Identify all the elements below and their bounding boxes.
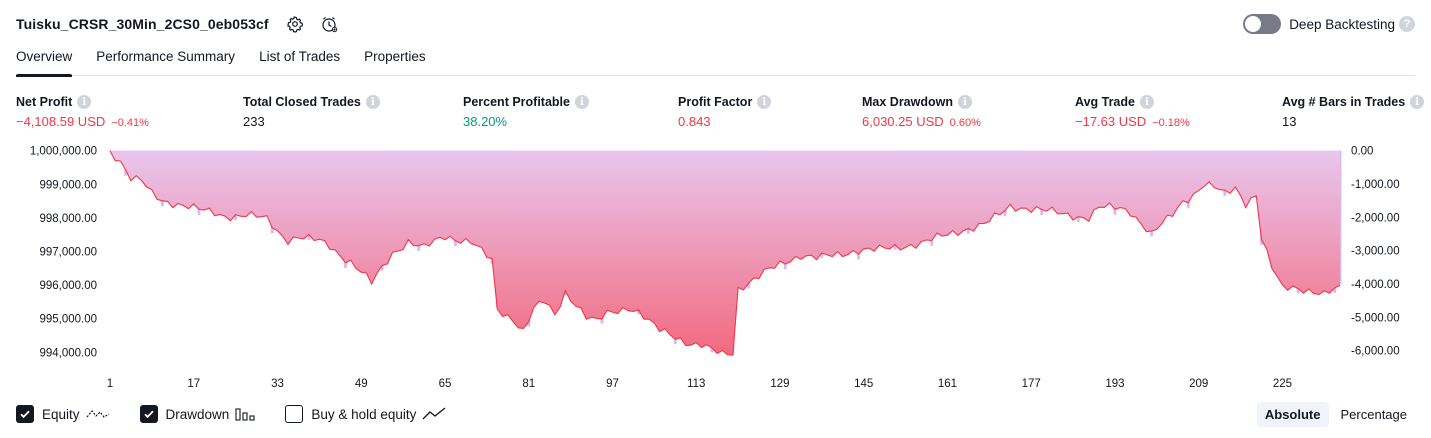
equity-drawdown-chart[interactable]: 1,000,000.00 999,000.00 998,000.00 997,000.… <box>0 140 1431 395</box>
info-icon[interactable]: i <box>1139 95 1154 109</box>
toggle-knob <box>1245 16 1262 32</box>
equity-line-icon <box>86 407 110 421</box>
right-axis-tick: -3,000.00 <box>1351 246 1400 258</box>
metric-value: 6,030.25 USD <box>862 114 944 129</box>
tab-performance-summary[interactable]: Performance Summary <box>96 49 236 64</box>
legend-equity[interactable]: Equity <box>16 405 110 423</box>
right-axis-tick: -5,000.00 <box>1351 312 1400 324</box>
left-axis-tick: 995,000.00 <box>39 314 97 326</box>
x-axis-tick: 65 <box>439 378 452 390</box>
deep-backtesting-control: Deep Backtesting ? <box>1243 14 1415 34</box>
metric-percent-profitable: Percent Profitable i 38.20% <box>463 94 589 129</box>
metric-label: Avg Trade <box>1075 95 1135 109</box>
x-axis: 1 17 33 49 65 81 97 113 129 145 161 177 193 209 225 <box>107 378 1292 390</box>
x-axis-tick: 209 <box>1189 378 1208 390</box>
chart-legend: Equity Drawdown Buy & hold equity Absolu… <box>16 401 1415 427</box>
left-axis-tick: 1,000,000.00 <box>30 146 97 158</box>
metric-value: 0.843 <box>678 114 711 129</box>
right-axis-tick: 0.00 <box>1351 146 1373 158</box>
info-icon[interactable]: i <box>365 95 380 109</box>
info-icon[interactable]: i <box>1410 95 1425 109</box>
metric-value: −17.63 USD <box>1075 114 1147 129</box>
x-axis-tick: 145 <box>854 378 873 390</box>
metric-net-profit: Net Profit i −4,108.59 USD −0.41% <box>16 94 149 129</box>
right-axis-tick: -4,000.00 <box>1351 279 1400 291</box>
x-axis-tick: 49 <box>355 378 368 390</box>
help-icon[interactable]: ? <box>1399 16 1415 32</box>
left-axis-tick: 994,000.00 <box>39 347 97 359</box>
x-axis-tick: 177 <box>1022 378 1041 390</box>
buy-hold-checkbox[interactable] <box>285 405 304 423</box>
metric-label: Net Profit <box>16 95 73 109</box>
tab-overview[interactable]: Overview <box>16 44 73 77</box>
left-axis-tick: 998,000.00 <box>39 213 97 225</box>
x-axis-tick: 81 <box>522 378 535 390</box>
right-axis-tick: -1,000.00 <box>1351 179 1400 191</box>
metric-label: Max Drawdown <box>862 95 953 109</box>
metric-value: 13 <box>1282 114 1297 129</box>
metric-avg-bars-in-trades: Avg # Bars in Trades i 13 <box>1282 94 1425 129</box>
buy-hold-label: Buy & hold equity <box>311 406 417 422</box>
info-icon[interactable]: i <box>757 95 772 109</box>
scale-mode-group: Absolute Percentage <box>1253 401 1415 427</box>
drawdown-label: Drawdown <box>165 406 230 422</box>
x-axis-tick: 113 <box>687 378 705 390</box>
x-axis-tick: 193 <box>1105 378 1124 390</box>
x-axis-tick: 129 <box>770 378 789 390</box>
metric-value: −4,108.59 USD <box>16 114 106 129</box>
x-axis-tick: 1 <box>107 378 113 390</box>
bar-chart-icon <box>235 407 255 421</box>
metric-label: Total Closed Trades <box>243 95 361 109</box>
absolute-button[interactable]: Absolute <box>1256 401 1329 427</box>
percentage-button[interactable]: Percentage <box>1340 406 1408 422</box>
drawdown-checkbox[interactable] <box>139 405 158 423</box>
metric-value: 233 <box>243 114 265 129</box>
equity-label: Equity <box>42 406 80 422</box>
metric-total-closed-trades: Total Closed Trades i 233 <box>243 94 380 129</box>
x-axis-tick: 33 <box>271 378 284 390</box>
deep-backtesting-toggle[interactable] <box>1243 14 1282 34</box>
left-axis-tick: 997,000.00 <box>39 246 97 258</box>
x-axis-tick: 161 <box>938 378 957 390</box>
metric-label: Percent Profitable <box>463 95 570 109</box>
strategy-title: Tuisku_CRSR_30Min_2CS0_0eb053cf <box>16 16 269 32</box>
deep-backtesting-label: Deep Backtesting <box>1289 16 1395 32</box>
metric-percent: 0.60% <box>949 117 981 129</box>
metric-profit-factor: Profit Factor i 0.843 <box>678 94 772 129</box>
info-icon[interactable]: i <box>958 95 972 109</box>
metric-label: Profit Factor <box>678 95 753 109</box>
x-axis-tick: 97 <box>606 378 619 390</box>
info-icon[interactable]: i <box>574 95 589 109</box>
left-axis-tick: 999,000.00 <box>39 179 97 191</box>
right-axis-tick: -6,000.00 <box>1351 346 1400 358</box>
metric-label: Avg # Bars in Trades <box>1282 95 1406 109</box>
legend-drawdown[interactable]: Drawdown <box>139 405 256 423</box>
x-axis-tick: 225 <box>1273 378 1292 390</box>
metric-max-drawdown: Max Drawdown i 6,030.25 USD 0.60% <box>862 94 981 129</box>
tab-list-of-trades[interactable]: List of Trades <box>259 49 341 64</box>
left-axis-tick: 996,000.00 <box>39 280 97 292</box>
settings-icon[interactable] <box>283 12 307 36</box>
equity-line <box>109 150 1341 356</box>
metric-avg-trade: Avg Trade i −17.63 USD −0.18% <box>1075 94 1190 129</box>
left-axis: 1,000,000.00 999,000.00 998,000.00 997,000.… <box>30 146 97 360</box>
metric-percent: −0.18% <box>1152 117 1190 129</box>
tab-properties[interactable]: Properties <box>364 49 426 64</box>
metric-percent: −0.41% <box>111 117 149 129</box>
report-header: Tuisku_CRSR_30Min_2CS0_0eb053cf Deep Bac… <box>16 10 1415 38</box>
equity-checkbox[interactable] <box>16 405 34 423</box>
alert-clock-icon[interactable] <box>317 12 341 36</box>
equity-area <box>110 150 1340 356</box>
x-axis-tick: 17 <box>187 378 200 390</box>
trend-line-icon <box>422 407 446 421</box>
right-axis: 0.00 -1,000.00 -2,000.00 -3,000.00 -4,000.00… <box>1351 146 1400 358</box>
metric-value: 38.20% <box>463 114 508 129</box>
report-tabs: Overview Performance Summary List of Tra… <box>16 44 1415 77</box>
legend-buy-hold[interactable]: Buy & hold equity <box>285 405 446 423</box>
info-icon[interactable]: i <box>77 95 92 109</box>
right-axis-tick: -2,000.00 <box>1351 212 1400 224</box>
